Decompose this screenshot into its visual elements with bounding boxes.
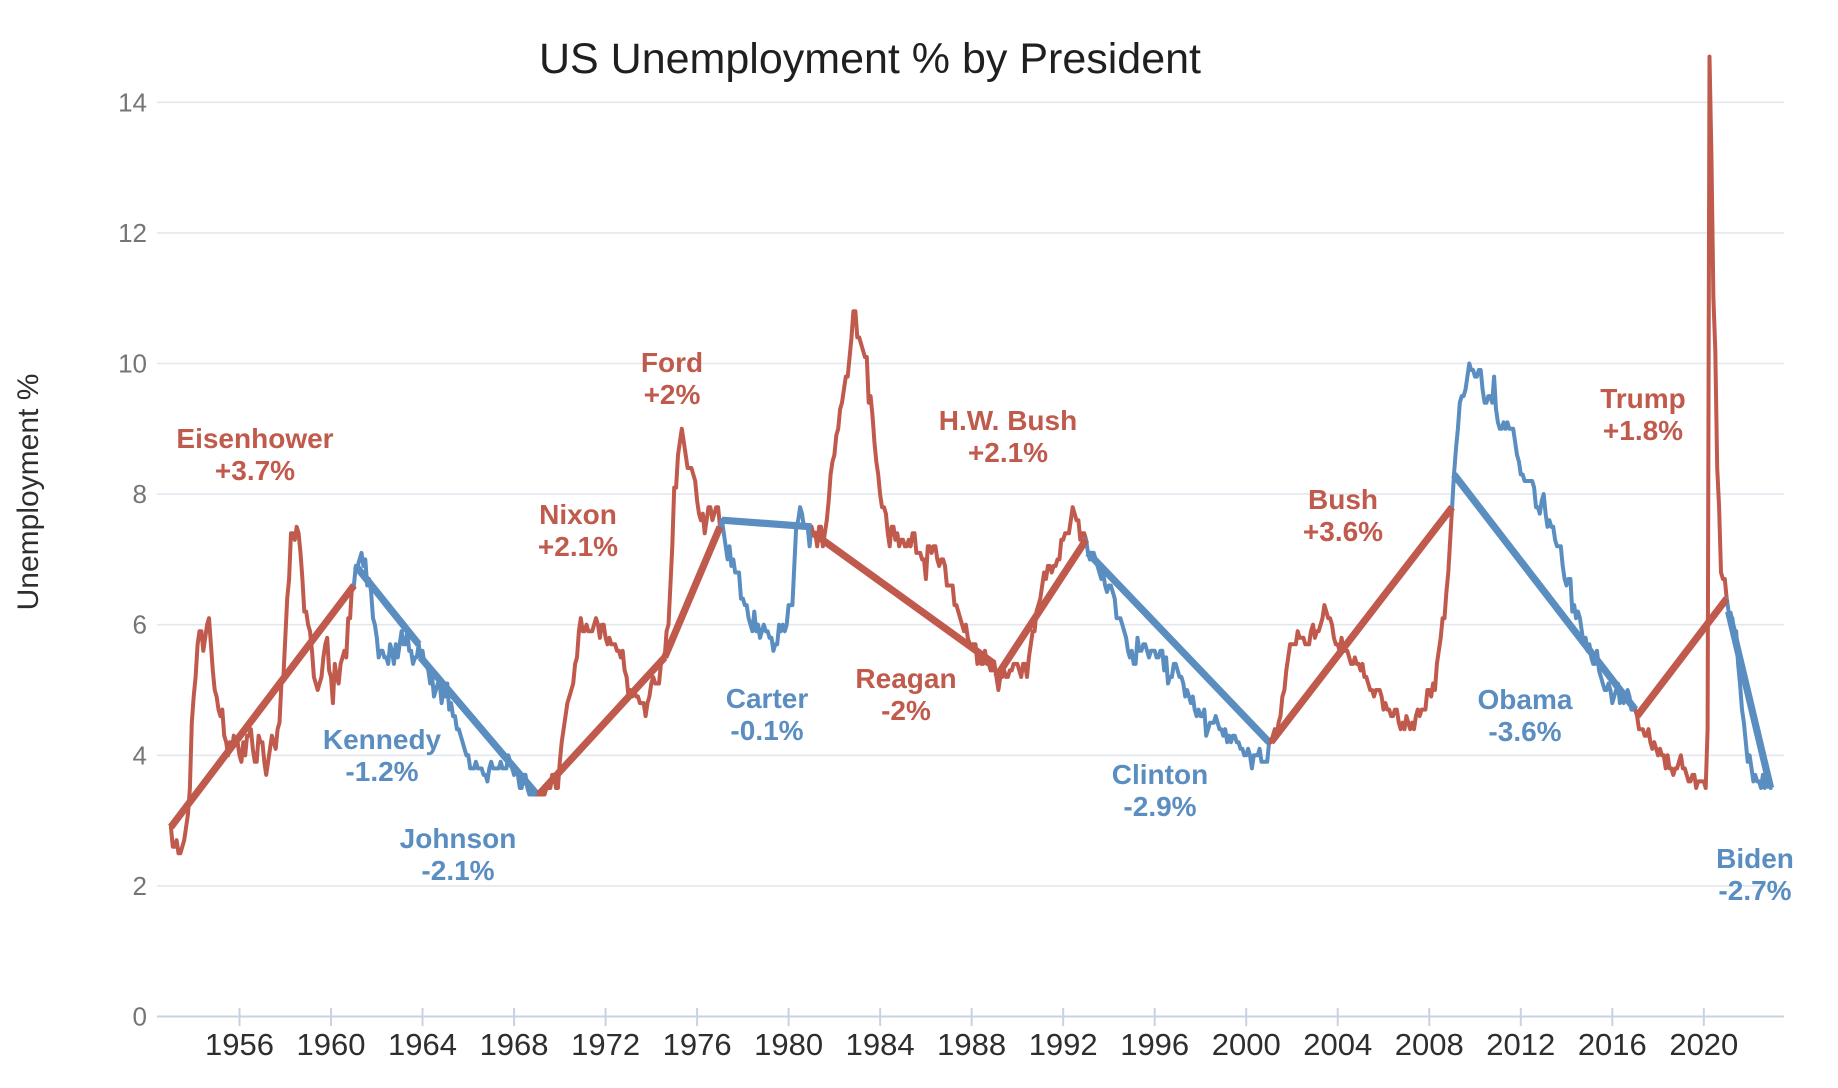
trend-line-johnson [417, 655, 540, 797]
trend-line-trump [1634, 596, 1730, 719]
president-delta-clinton: -2.9% [1123, 791, 1196, 822]
president-delta-carter: -0.1% [730, 715, 803, 746]
president-label-eisenhower: Eisenhower [176, 423, 333, 454]
president-delta-obama: -3.6% [1488, 716, 1561, 747]
x-tick-label: 2016 [1578, 1027, 1647, 1062]
president-trend-lines [168, 472, 1775, 830]
series-segment-h-w-bush [992, 505, 1089, 692]
x-tick-label: 1980 [754, 1027, 823, 1062]
gridlines [157, 101, 1784, 1018]
trend-line-eisenhower [168, 583, 357, 830]
series-segment-ford [662, 426, 722, 660]
president-delta-ford: +2% [644, 379, 701, 410]
x-tick-label: 1984 [846, 1027, 915, 1062]
y-tick-label: 8 [133, 479, 147, 509]
x-tick-label: 2012 [1486, 1027, 1555, 1062]
y-axis-tick-labels: 0 2 4 6 8 10 12 14 [118, 87, 147, 1031]
x-tick-label: 2000 [1212, 1027, 1281, 1062]
president-delta-kennedy: -1.2% [345, 756, 418, 787]
x-tick-label: 1968 [480, 1027, 549, 1062]
x-tick-label: 1956 [205, 1027, 274, 1062]
y-axis-title: Unemployment % [12, 374, 45, 611]
president-delta-bush: +3.6% [1303, 516, 1383, 547]
y-tick-label: 0 [133, 1002, 147, 1032]
y-tick-label: 2 [133, 871, 147, 901]
president-label-ford: Ford [641, 347, 703, 378]
series-segment-reagan [809, 309, 997, 673]
trend-line-carter [721, 516, 812, 531]
y-tick-label: 12 [118, 218, 147, 248]
x-tick-label: 1972 [571, 1027, 640, 1062]
y-tick-label: 14 [118, 87, 147, 117]
x-tick-label: 1960 [297, 1027, 366, 1062]
president-delta-biden: -2.7% [1718, 875, 1791, 906]
monthly-unemployment-series [168, 54, 1773, 856]
y-tick-label: 4 [133, 740, 147, 770]
x-axis-tick-labels: 1956 1960 1964 1968 1972 1976 1980 1984 1988 1992… [205, 1027, 1738, 1062]
president-delta-trump: +1.8% [1603, 415, 1683, 446]
series-segment-trump [1633, 54, 1729, 790]
x-tick-label: 1976 [663, 1027, 732, 1062]
president-label-carter: Carter [726, 683, 809, 714]
president-delta-johnson: -2.1% [421, 855, 494, 886]
y-tick-label: 6 [133, 610, 147, 640]
x-tick-label: 2020 [1669, 1027, 1738, 1062]
series-segment-eisenhower [168, 524, 356, 856]
trend-line-biden [1725, 610, 1775, 789]
x-tick-label: 1996 [1120, 1027, 1189, 1062]
series-segment-bush [1267, 505, 1455, 745]
series-segment-kennedy [351, 550, 421, 666]
trend-line-bush [1268, 505, 1455, 745]
president-label-kennedy: Kennedy [323, 724, 442, 755]
president-label-bush: Bush [1308, 484, 1378, 515]
x-tick-label: 1964 [388, 1027, 457, 1062]
x-tick-label: 2008 [1395, 1027, 1464, 1062]
series-segment-nixon [534, 616, 667, 797]
x-tick-label: 1988 [937, 1027, 1006, 1062]
trend-line-nixon [536, 654, 668, 797]
president-label-biden: Biden [1716, 843, 1794, 874]
series-segment-obama [1450, 361, 1638, 712]
president-label-johnson: Johnson [400, 823, 517, 854]
president-labels: Eisenhower+3.7% Kennedy-1.2% Johnson-2.1% N… [176, 347, 1793, 906]
x-tick-label: 2004 [1303, 1027, 1372, 1062]
trend-line-kennedy [352, 563, 422, 647]
series-segment-clinton [1084, 537, 1272, 771]
president-delta-reagan: -2% [881, 695, 931, 726]
trend-line-reagan [811, 530, 997, 667]
president-delta-eisenhower: +3.7% [215, 455, 295, 486]
chart-title: US Unemployment % by President [539, 35, 1201, 83]
president-label-obama: Obama [1478, 684, 1573, 715]
president-label-clinton: Clinton [1112, 759, 1208, 790]
x-axis-ticks [238, 1008, 1705, 1026]
president-label-reagan: Reagan [855, 663, 956, 694]
trend-line-obama [1451, 472, 1639, 712]
president-delta-nixon: +2.1% [538, 531, 618, 562]
y-tick-label: 10 [118, 349, 147, 379]
president-label-trump: Trump [1600, 383, 1686, 414]
trend-line-ford [661, 525, 724, 659]
trend-line-h-w-bush [993, 537, 1090, 679]
president-label-nixon: Nixon [539, 499, 617, 530]
x-tick-label: 1992 [1029, 1027, 1098, 1062]
president-label-h-w-bush: H.W. Bush [939, 405, 1077, 436]
trend-line-clinton [1085, 550, 1272, 745]
president-delta-h-w-bush: +2.1% [968, 437, 1048, 468]
